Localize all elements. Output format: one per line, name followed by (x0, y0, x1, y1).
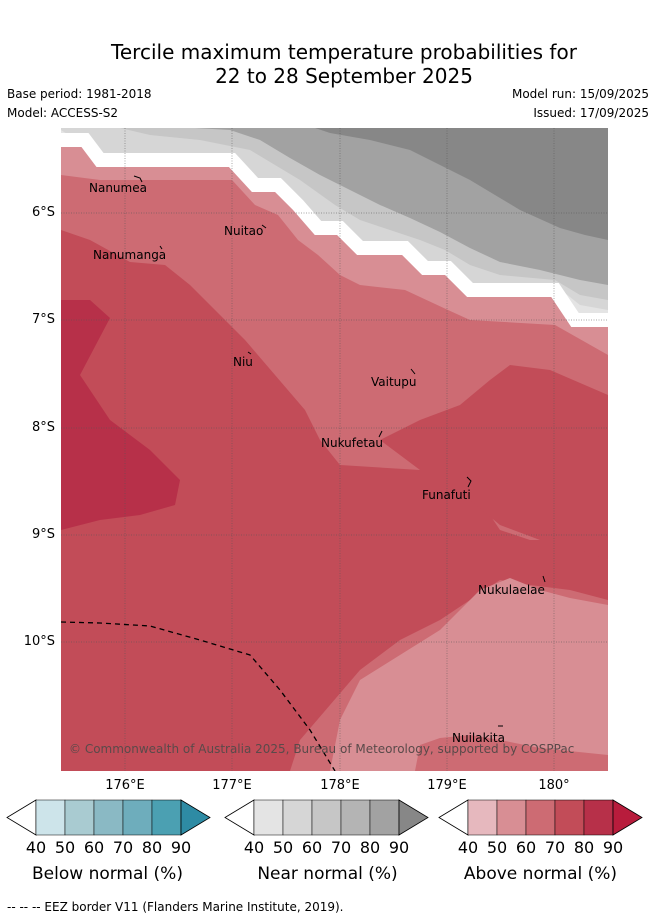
colorbar-tick-label: 90 (602, 838, 624, 857)
place-funafuti: Funafuti (422, 488, 471, 502)
colorbar-below (6, 799, 211, 836)
lat-label-9s: 9°S (31, 527, 55, 542)
colorbar-tick-label: 40 (25, 838, 47, 857)
lat-label-10s: 10°S (23, 634, 55, 649)
model-run: Model run: 15/09/2025 (511, 87, 649, 101)
islands (133, 175, 546, 727)
colorbar-above-low-extend (438, 799, 469, 836)
title-line-1: Tercile maximum temperature probabilitie… (111, 40, 577, 64)
colorbar-tick-label: 80 (359, 838, 381, 857)
zone-above-70-east (380, 365, 608, 560)
zone-above-80 (61, 300, 180, 530)
colorbar-above-segment (554, 799, 585, 836)
place-nukufetau: Nukufetau (321, 436, 384, 450)
map-title: Tercile maximum temperature probabilitie… (0, 40, 655, 88)
lon-label-176e: 176°E (105, 778, 145, 793)
place-niu: Niu (233, 355, 253, 369)
colorbar-below-low-extend (6, 799, 37, 836)
colorbar-below-segment (64, 799, 95, 836)
colorbar-near-segment (253, 799, 284, 836)
colorbar-above (438, 799, 643, 836)
colorbar-near-segment (311, 799, 342, 836)
colorbar-tick-label: 60 (515, 838, 537, 857)
place-vaitupu: Vaitupu (371, 375, 417, 389)
colorbar-tick-label: 40 (457, 838, 479, 857)
base-period: Base period: 1981-2018 (7, 87, 152, 101)
lat-label-8s: 8°S (31, 420, 55, 435)
place-nukulaelae: Nukulaelae (478, 583, 545, 597)
colorbar-near-segment (369, 799, 400, 836)
title-line-2: 22 to 28 September 2025 (215, 64, 473, 88)
island-nanumanga (159, 245, 163, 250)
colorbar-near-segment (282, 799, 313, 836)
colorbar-tick-label: 90 (388, 838, 410, 857)
lat-label-6s: 6°S (31, 205, 55, 220)
island-nanumea (133, 175, 143, 183)
colorbar-below-segment (93, 799, 124, 836)
zone-near-80 (315, 128, 608, 240)
lat-label-7s: 7°S (31, 312, 55, 327)
colorbar-above-segment (496, 799, 527, 836)
colorbar-below-high-extend (180, 799, 211, 836)
colorbar-tick-label: 80 (573, 838, 595, 857)
model-name: Model: ACCESS-S2 (7, 106, 119, 120)
colorbar-below-segment (35, 799, 66, 836)
colorbar-tick-label: 60 (83, 838, 105, 857)
colorbar-near-low-extend (224, 799, 255, 836)
lon-label-178e: 178°E (320, 778, 360, 793)
grid-lines (61, 128, 608, 771)
colorbar-tick-label: 50 (486, 838, 508, 857)
colorbar-near (224, 799, 429, 836)
colorbar-above-segment (583, 799, 614, 836)
place-nanumanga: Nanumanga (93, 248, 167, 262)
place-nanumea: Nanumea (89, 181, 147, 195)
island-vaitupu (410, 368, 416, 375)
colorbar-below-segment (151, 799, 182, 836)
colorbar-above-segment (525, 799, 556, 836)
zone-above-50-south (330, 578, 608, 771)
zone-above-70 (61, 230, 608, 771)
eez-legend: -- -- -- EEZ border V11 (Flanders Marine… (7, 900, 344, 914)
island-funafuti (466, 476, 472, 488)
colorbar-tick-label: 70 (112, 838, 134, 857)
colorbar-above-high-extend (612, 799, 643, 836)
colorbar-tick-label: 70 (330, 838, 352, 857)
colorbar-tick-label: 40 (243, 838, 265, 857)
colorbar-tick-label: 70 (544, 838, 566, 857)
island-nukulaelae (542, 575, 546, 583)
copyright-notice: © Commonwealth of Australia 2025, Bureau… (69, 742, 575, 756)
colorbar-tick-label: 80 (141, 838, 163, 857)
colorbar-below-title: Below normal (%) (32, 864, 183, 884)
colorbar-near-segment (340, 799, 371, 836)
lon-label-177e: 177°E (212, 778, 252, 793)
eez-border (61, 621, 336, 771)
lon-label-179e: 179°E (427, 778, 467, 793)
colorbar-tick-label: 50 (54, 838, 76, 857)
colorbar-above-title: Above normal (%) (463, 864, 618, 884)
colorbar-above-segment (467, 799, 498, 836)
zone-above-60-south (415, 735, 608, 771)
lon-label-180: 180° (538, 778, 570, 793)
colorbar-below-segment (122, 799, 153, 836)
colorbar-tick-label: 60 (301, 838, 323, 857)
place-nuitao: Nuitao (224, 224, 264, 238)
place-nuilakita: Nuilakita (452, 731, 505, 745)
issued-date: Issued: 17/09/2025 (533, 106, 649, 120)
colorbar-tick-label: 90 (170, 838, 192, 857)
colorbar-near-title: Near normal (%) (257, 864, 398, 884)
island-nuitao (261, 224, 267, 229)
island-niu (247, 351, 252, 355)
colorbar-tick-label: 50 (272, 838, 294, 857)
colorbar-near-high-extend (398, 799, 429, 836)
island-nukufetau (378, 430, 383, 438)
